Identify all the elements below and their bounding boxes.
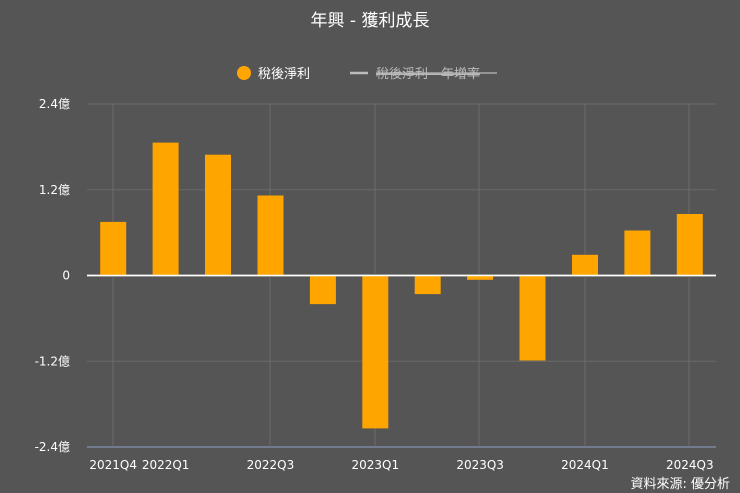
chart-title: 年興 - 獲利成長 (311, 11, 430, 31)
legend-marker-net-income[interactable] (237, 66, 251, 80)
legend[interactable]: 稅後淨利 稅後淨利 - 年增率 (237, 66, 497, 82)
bar-2022q3[interactable] (257, 195, 284, 276)
bars-layer (87, 142, 716, 429)
bar-2024q1[interactable] (572, 254, 598, 276)
x-tick-label: 2022Q3 (247, 458, 295, 472)
x-tick-label: 2022Q1 (142, 458, 190, 472)
x-tick-label: 2024Q3 (666, 458, 714, 472)
legend-label-net-income[interactable]: 稅後淨利 (258, 67, 310, 82)
y-tick-label: 0 (62, 269, 70, 283)
bar-2023q1[interactable] (362, 275, 389, 429)
legend-label-yoy[interactable]: 稅後淨利 - 年增率 (376, 66, 480, 82)
y-tick-label: -1.2億 (35, 354, 70, 368)
y-tick-label: 2.4億 (39, 97, 70, 111)
x-tick-label: 2023Q3 (456, 458, 504, 472)
axis-layer: 2.4億 1.2億 0 -1.2億 -2.4億 2021Q4 2022Q1 2022Q3 202… (35, 97, 714, 472)
bar-2022q1[interactable] (152, 142, 179, 276)
source-label: 資料來源: 優分析 (630, 477, 730, 492)
bar-2024q2[interactable] (624, 230, 651, 276)
x-tick-label: 2023Q1 (351, 458, 399, 472)
bar-2022q4[interactable] (309, 275, 336, 305)
y-tick-label: -2.4億 (35, 440, 70, 454)
bar-2024q3[interactable] (676, 214, 703, 276)
bar-2023q3[interactable] (467, 275, 494, 280)
bar-2022q2[interactable] (205, 154, 231, 276)
x-tick-label: 2021Q4 (89, 458, 137, 472)
y-tick-label: 1.2億 (39, 183, 70, 197)
bar-2023q4[interactable] (519, 275, 546, 361)
x-tick-label: 2024Q1 (561, 458, 609, 472)
bar-2021q4[interactable] (100, 221, 127, 276)
bar-2023q2[interactable] (414, 275, 441, 295)
